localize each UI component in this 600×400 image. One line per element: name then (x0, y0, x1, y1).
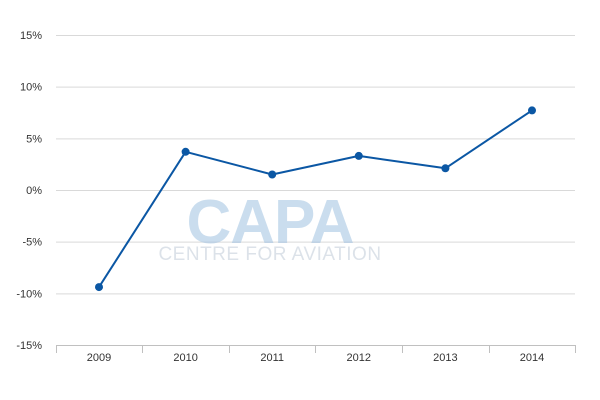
y-tick-label: -10% (16, 288, 42, 300)
x-tick-label: 2009 (87, 352, 111, 364)
series-line-path (98, 109, 533, 288)
axes (56, 345, 576, 353)
data-point (528, 106, 536, 115)
watermark-tagline: CENTRE FOR AVIATION (158, 244, 381, 265)
y-tick-label: 0% (26, 185, 42, 197)
watermark-brand: CAPA (186, 188, 353, 257)
y-tick-label: -15% (16, 340, 42, 352)
x-axis-tick-labels: 2009 2010 2011 2012 2013 2014 (87, 352, 544, 364)
x-tick-label: 2011 (260, 352, 284, 364)
x-tick-label: 2014 (520, 352, 544, 364)
y-tick-label: 15% (20, 30, 42, 42)
series-points (95, 106, 536, 292)
data-point (268, 170, 277, 179)
capa-watermark: CAPA CENTRE FOR AVIATION (158, 188, 381, 265)
data-point (95, 283, 103, 292)
data-point (181, 147, 190, 156)
x-tick-label: 2013 (433, 352, 457, 364)
data-point (441, 164, 450, 173)
y-axis-tick-labels: 15% 10% 5% 0% -5% -10% -15% (16, 30, 42, 352)
x-tick-label: 2010 (173, 352, 197, 364)
data-point (354, 151, 363, 160)
series-line (98, 109, 533, 288)
y-tick-label: -5% (22, 237, 42, 249)
y-tick-label: 5% (26, 133, 42, 145)
x-tick-label: 2012 (347, 352, 371, 364)
y-tick-label: 10% (20, 82, 42, 94)
